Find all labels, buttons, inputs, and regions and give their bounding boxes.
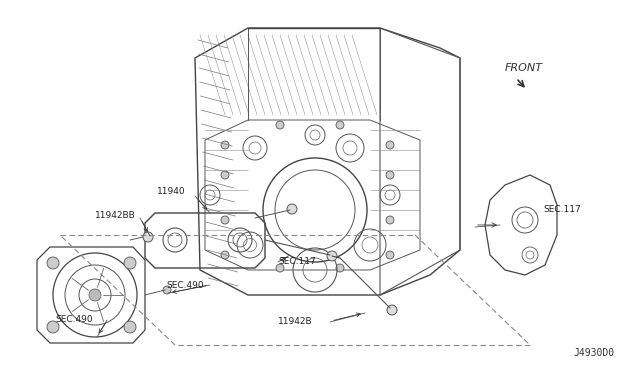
Text: 11940: 11940 [157, 187, 186, 196]
Circle shape [163, 286, 171, 294]
Circle shape [386, 141, 394, 149]
Circle shape [221, 216, 229, 224]
Circle shape [124, 321, 136, 333]
Circle shape [89, 289, 101, 301]
Circle shape [124, 257, 136, 269]
Circle shape [221, 141, 229, 149]
Circle shape [386, 171, 394, 179]
Circle shape [336, 264, 344, 272]
Text: SEC.490: SEC.490 [55, 315, 93, 324]
Circle shape [386, 216, 394, 224]
Text: FRONT: FRONT [505, 63, 543, 73]
Circle shape [47, 321, 59, 333]
Circle shape [387, 305, 397, 315]
Text: SEC.490: SEC.490 [166, 280, 204, 289]
Text: J4930D0: J4930D0 [574, 348, 615, 358]
Text: 11942B: 11942B [278, 317, 312, 327]
Circle shape [336, 121, 344, 129]
Circle shape [386, 251, 394, 259]
Circle shape [287, 204, 297, 214]
Circle shape [276, 121, 284, 129]
Circle shape [47, 257, 59, 269]
Circle shape [276, 264, 284, 272]
Circle shape [221, 251, 229, 259]
Text: SEC.117: SEC.117 [543, 205, 580, 215]
Circle shape [221, 171, 229, 179]
Text: 11942BB: 11942BB [95, 212, 136, 221]
Circle shape [327, 251, 337, 261]
Text: SEC.117: SEC.117 [278, 257, 316, 266]
Circle shape [143, 232, 153, 242]
